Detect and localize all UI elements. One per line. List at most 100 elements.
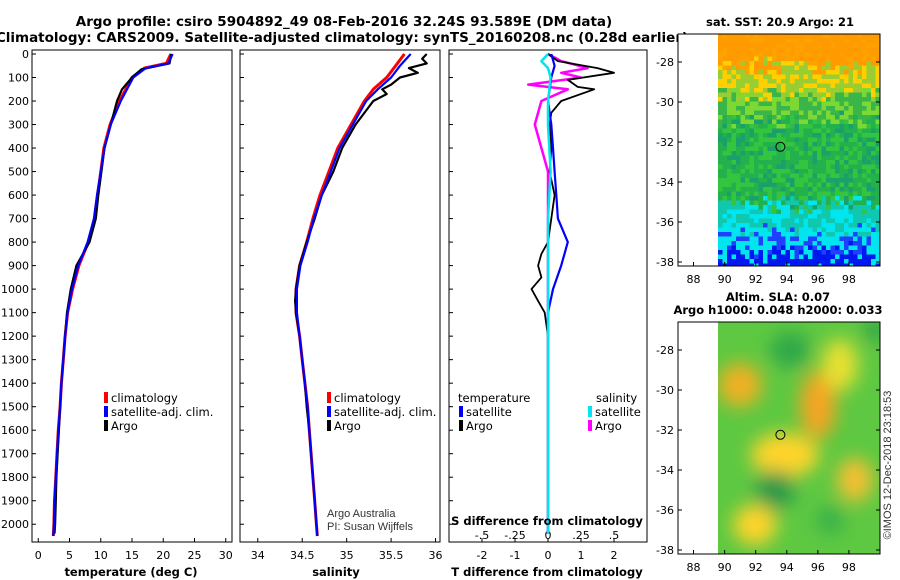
- legend-s-argo-swatch: [588, 420, 592, 431]
- difference-axis-tick-label: -1: [510, 549, 521, 562]
- legend-t-argo-label: Argo: [466, 419, 493, 433]
- sst-map-title: sat. SST: 20.9 Argo: 21: [706, 15, 854, 29]
- map-x-tick-label: 92: [749, 561, 763, 574]
- depth-tick-label: 800: [8, 236, 29, 249]
- map-y-tick-label: -34: [656, 176, 674, 189]
- temperature-axis-label: temperature (deg C): [64, 565, 197, 579]
- map-y-tick-label: -38: [656, 544, 674, 557]
- legend-satellite-swatch: [327, 406, 331, 417]
- salinity-axis-label: salinity: [312, 565, 360, 579]
- legend-diff-temperature-title: temperature: [458, 391, 530, 405]
- t-difference-axis-label: T difference from climatology: [451, 565, 643, 579]
- depth-tick-label: 1100: [1, 307, 29, 320]
- temperature-axis-tick-label: 30: [219, 549, 233, 562]
- map-x-tick-label: 94: [780, 561, 794, 574]
- salinity-satellite-line: [295, 53, 412, 537]
- imos-stamp: ©IMOS 12-Dec-2018 23:18:53: [882, 391, 894, 540]
- map-x-tick-label: 88: [687, 561, 701, 574]
- map-y-tick-label: -36: [656, 216, 674, 229]
- depth-tick-label: 1300: [1, 354, 29, 367]
- legend-satellite-label: satellite-adj. clim.: [111, 405, 213, 419]
- legend-climatology-swatch: [327, 392, 331, 403]
- temperature-axis-tick-label: 5: [66, 549, 73, 562]
- map-y-tick-label: -36: [656, 504, 674, 517]
- legend-climatology-swatch: [104, 392, 108, 403]
- depth-tick-label: 100: [8, 72, 29, 85]
- legend-s-satellite-swatch: [588, 406, 592, 417]
- legend-argo-swatch: [327, 420, 331, 431]
- temperature-axis-tick-label: 25: [188, 549, 202, 562]
- s-difference-tick-label: .25: [572, 529, 590, 542]
- depth-tick-label: 0: [22, 48, 29, 61]
- depth-tick-label: 900: [8, 260, 29, 273]
- depth-tick-label: 1800: [1, 471, 29, 484]
- map-y-tick-label: -28: [656, 344, 674, 357]
- salinity-axis-tick-label: 34.5: [290, 549, 315, 562]
- legend-satellite-swatch: [104, 406, 108, 417]
- legend-t-satellite-swatch: [459, 406, 463, 417]
- legend-argo-label: Argo: [334, 419, 361, 433]
- map-x-tick-label: 94: [780, 273, 794, 286]
- map-y-tick-label: -30: [656, 384, 674, 397]
- depth-tick-label: 1400: [1, 377, 29, 390]
- salinity-axis-tick-label: 35: [340, 549, 354, 562]
- s-difference-axis-label: S difference from climatology: [451, 514, 643, 528]
- map-y-tick-label: -30: [656, 96, 674, 109]
- legend-argo-label: Argo: [111, 419, 138, 433]
- map-y-tick-label: -28: [656, 56, 674, 69]
- diff-salinity-satellite-line: [540, 53, 552, 534]
- sla-map-title: Altim. SLA: 0.07: [726, 290, 830, 304]
- legend-t-satellite-label: satellite: [466, 405, 512, 419]
- map-x-tick-label: 88: [687, 273, 701, 286]
- depth-tick-label: 2000: [1, 518, 29, 531]
- legend-argo-swatch: [104, 420, 108, 431]
- legend-diff-salinity-title: salinity: [596, 391, 637, 405]
- depth-tick-label: 1000: [1, 283, 29, 296]
- sla-map-subtitle: Argo h1000: 0.048 h2000: 0.033: [673, 303, 882, 317]
- map-x-tick-label: 90: [718, 561, 732, 574]
- map-x-tick-label: 98: [842, 561, 856, 574]
- s-difference-tick-label: -.5: [475, 529, 489, 542]
- sla-map-heatmap: [718, 322, 880, 554]
- map-y-tick-label: -38: [656, 256, 674, 269]
- salinity-axis-tick-label: 35.5: [379, 549, 404, 562]
- depth-tick-label: 1900: [1, 495, 29, 508]
- map-x-tick-label: 98: [842, 273, 856, 286]
- difference-axis-tick-label: 0: [545, 549, 552, 562]
- argo-location-marker: [775, 141, 786, 152]
- figure-title-line2: Climatology: CARS2009. Satellite-adjuste…: [0, 30, 688, 46]
- difference-axis-tick-label: 1: [578, 549, 585, 562]
- map-y-tick-label: -34: [656, 464, 674, 477]
- temperature-axis-tick-label: 20: [156, 549, 170, 562]
- map-x-tick-label: 96: [811, 561, 825, 574]
- s-difference-tick-label: .5: [609, 529, 620, 542]
- map-x-tick-label: 90: [718, 273, 732, 286]
- depth-tick-label: 200: [8, 95, 29, 108]
- s-difference-tick-label: -.25: [504, 529, 525, 542]
- credit-line1: Argo Australia: [327, 508, 396, 520]
- temperature-axis-tick-label: 0: [35, 549, 42, 562]
- map-y-tick-label: -32: [656, 424, 674, 437]
- map-y-tick-label: -32: [656, 136, 674, 149]
- depth-tick-label: 1500: [1, 401, 29, 414]
- credit-line2: PI: Susan Wijffels: [327, 521, 413, 533]
- legend-s-satellite-label: satellite: [595, 405, 641, 419]
- depth-tick-label: 400: [8, 142, 29, 155]
- legend-t-argo-swatch: [459, 420, 463, 431]
- legend-climatology-label: climatology: [111, 391, 178, 405]
- temperature-panel: [31, 49, 233, 543]
- depth-tick-label: 1600: [1, 424, 29, 437]
- temperature-axis-tick-label: 10: [94, 549, 108, 562]
- map-x-tick-label: 96: [811, 273, 825, 286]
- legend-climatology-label: climatology: [334, 391, 401, 405]
- legend-satellite-label: satellite-adj. clim.: [334, 405, 436, 419]
- depth-tick-label: 500: [8, 166, 29, 179]
- difference-axis-tick-label: -2: [477, 549, 488, 562]
- salinity-axis-tick-label: 36: [429, 549, 443, 562]
- salinity-panel: [239, 49, 441, 543]
- map-x-tick-label: 92: [749, 273, 763, 286]
- depth-tick-label: 700: [8, 213, 29, 226]
- temperature-satellite-line: [52, 53, 174, 537]
- depth-tick-label: 300: [8, 119, 29, 132]
